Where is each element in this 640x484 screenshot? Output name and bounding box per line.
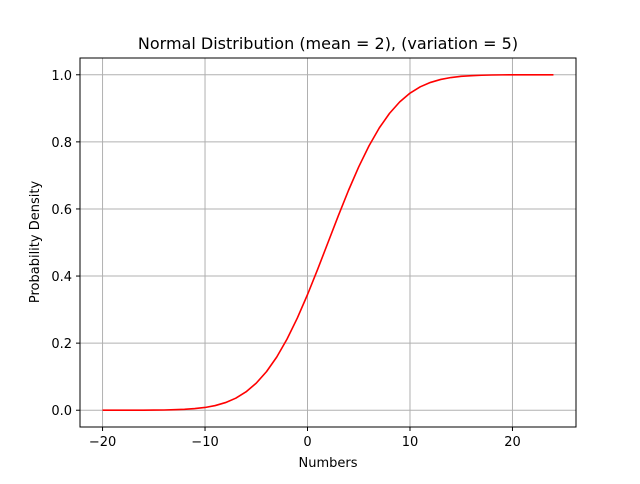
x-tick-label: −20 [89, 435, 116, 450]
x-axis-label: Numbers [299, 456, 358, 471]
plot-frame [79, 57, 577, 428]
series-layer [102, 73, 554, 412]
y-tick-label: 0.6 [51, 203, 72, 218]
series-line-0 [102, 73, 554, 412]
y-tick-label: 0.4 [51, 270, 72, 285]
y-tick-label: 0.2 [51, 337, 72, 352]
y-axis-label: Probability Density [28, 181, 43, 304]
y-tick-label: 1.0 [51, 69, 72, 84]
x-tick-label: −10 [191, 435, 218, 450]
ticks: −20 −10 0 10 20 0.0 0.2 0.4 0.6 0.8 1.0 [51, 69, 520, 450]
y-tick-label: 0.0 [51, 404, 72, 419]
x-tick-label: 20 [504, 435, 521, 450]
x-tick-label: 10 [402, 435, 419, 450]
y-tick-label: 0.8 [51, 136, 72, 151]
x-tick-label: 0 [303, 435, 311, 450]
chart-title: Normal Distribution (mean = 2), (variati… [138, 34, 518, 53]
